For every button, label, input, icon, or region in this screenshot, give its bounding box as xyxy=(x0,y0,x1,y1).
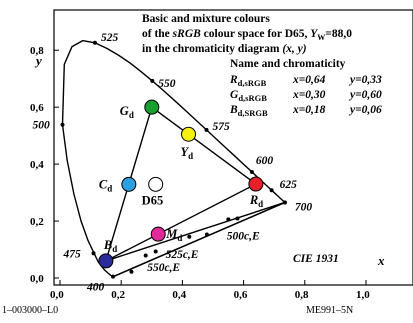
legend-row-name: Rd,sRGB xyxy=(229,74,267,88)
wavelength-dot xyxy=(111,274,116,279)
wavelength-dot xyxy=(150,78,155,83)
title-line-3: in the chromaticity diagram (x, y) xyxy=(142,43,307,55)
legend-row-name: Bd,SRGB xyxy=(229,104,268,118)
tick-line-label: 550c,E xyxy=(147,262,180,274)
legend-row-x: x=0,18 xyxy=(292,104,326,116)
legend-row-y: y=0,60 xyxy=(348,89,382,101)
color-point xyxy=(181,126,197,142)
x-tick-label: 0,2 xyxy=(111,289,125,301)
wavelength-dot xyxy=(92,40,97,45)
y-tick-label: 0,6 xyxy=(30,102,44,114)
wavelength-label: 475 xyxy=(63,248,81,260)
wavelength-dot xyxy=(60,122,65,127)
color-point xyxy=(98,253,114,269)
wavelength-label: 625 xyxy=(280,179,298,191)
title-line-2: of the sRGB colour space for D65, YW=88,… xyxy=(142,28,352,42)
wavelength-label: 600 xyxy=(256,155,274,167)
x-axis-label: x xyxy=(377,253,385,268)
legend-heading: Name and chromaticity xyxy=(230,58,346,70)
wavelength-dot xyxy=(282,200,287,205)
legend-row-x: x=0,30 xyxy=(292,89,326,101)
x-tick-label: 0,4 xyxy=(172,289,186,301)
line-dot xyxy=(235,216,240,221)
y-tick-label: 0,0 xyxy=(30,273,44,285)
wavelength-label: 500 xyxy=(33,120,51,132)
legend-row-x: x=0,64 xyxy=(292,74,326,86)
color-point xyxy=(148,176,164,192)
y-tick-label: 0,8 xyxy=(30,45,44,57)
tick-line-label: 525c,E xyxy=(166,249,199,261)
purple-line xyxy=(112,201,286,278)
color-point xyxy=(150,226,166,242)
blue-red-line xyxy=(105,201,286,262)
wavelength-dot xyxy=(269,188,274,193)
line-dot xyxy=(129,269,134,274)
footer-left: 1–003000–L0 xyxy=(2,305,59,316)
legend-row-y: y=0,06 xyxy=(348,104,382,116)
wavelength-dot xyxy=(249,169,254,174)
line-dot xyxy=(204,232,209,237)
line-dot xyxy=(143,253,148,258)
axis-layer: 0,0 0,2 0,4 0,6 0,8 1,0 0,0 0,2 0,4 0,6 0,8 xyxy=(30,45,370,301)
wavelength-label: 575 xyxy=(213,121,231,133)
points-layer xyxy=(98,99,264,269)
wavelength-label: 550 xyxy=(158,78,176,90)
x-tick-label: 0,8 xyxy=(295,289,309,301)
footer-right: ME991–5N xyxy=(306,305,354,316)
point-label: D65 xyxy=(142,193,164,207)
plot-frame xyxy=(53,9,413,286)
y-tick-label: 0,2 xyxy=(30,216,44,228)
x-tick-label: 1,0 xyxy=(356,289,370,301)
color-point xyxy=(144,99,160,115)
tick-line-label: 500c,E xyxy=(227,231,260,243)
x-tick-label: 0,6 xyxy=(234,289,248,301)
color-point xyxy=(121,176,137,192)
legend-rows: Rd,sRGB x=0,64 y=0,33 Gd,sRGB x=0,30 y=0,60 Bd… xyxy=(229,74,382,118)
legend-row-y: y=0,33 xyxy=(348,74,382,86)
title-line-1: Basic and mixture colours xyxy=(142,13,270,25)
wavelength-label: 525 xyxy=(101,32,119,44)
line-dot xyxy=(187,234,192,239)
spectral-locus xyxy=(61,39,287,278)
x-tick-label: 0,0 xyxy=(50,289,64,301)
wavelength-label: 400 xyxy=(86,282,105,294)
y-tick-label: 0,4 xyxy=(30,159,44,171)
wavelength-label: 700 xyxy=(295,201,313,213)
text-layer: Basic and mixture colours of the sRGB co… xyxy=(34,13,385,274)
line-dot xyxy=(153,249,158,254)
y-axis-label: y xyxy=(34,53,42,68)
legend-row-name: Gd,sRGB xyxy=(230,89,267,103)
line-dot xyxy=(226,217,231,222)
color-point xyxy=(248,176,264,192)
wavelength-dot xyxy=(91,251,96,256)
diagram-label: CIE 1931 xyxy=(293,253,339,265)
wavelength-dot xyxy=(204,127,209,132)
